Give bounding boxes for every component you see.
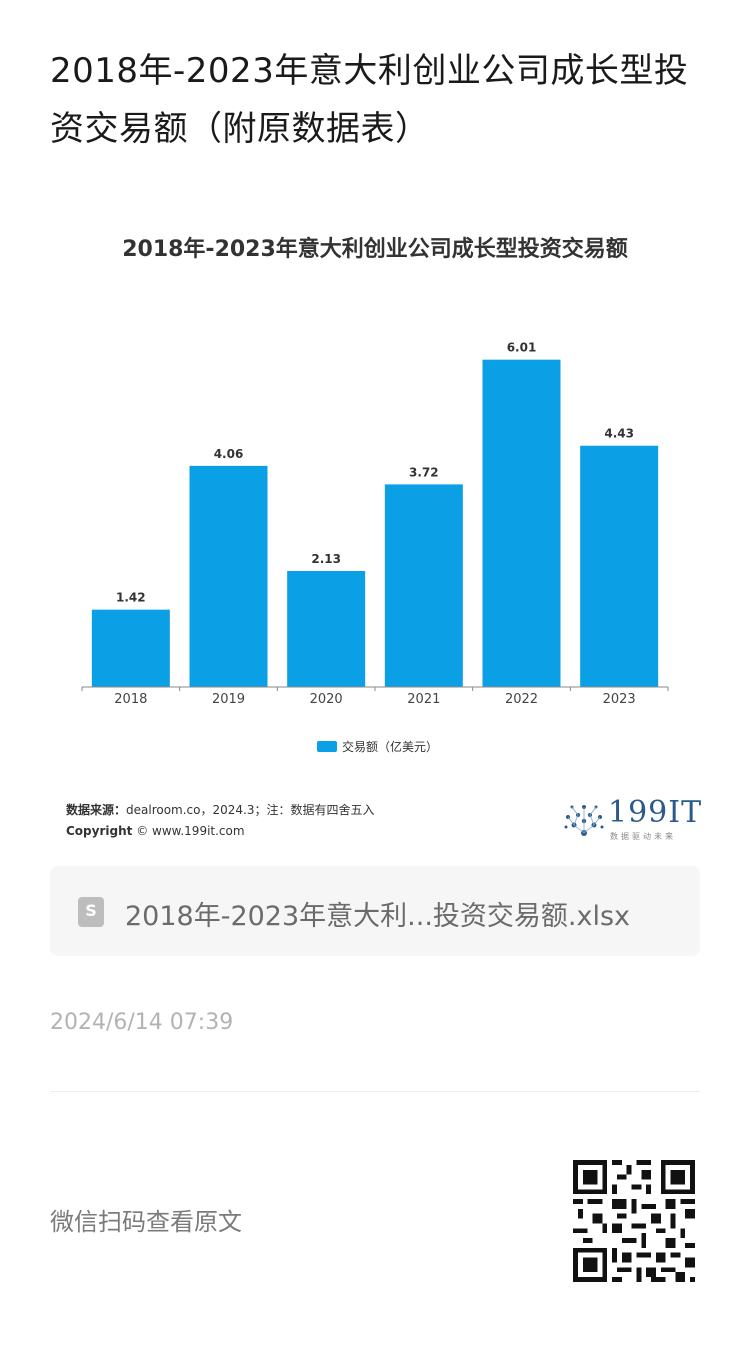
bar-2022 [482,359,561,687]
page-title: 2018年-2023年意大利创业公司成长型投资交易额（附原数据表） [50,51,689,149]
logo-text: 199IT [608,795,703,830]
data-label-2022: 6.01 [507,341,537,355]
source-label: 数据来源： [66,803,127,817]
copyright-label: Copyright [66,824,133,838]
data-label-2018: 1.42 [116,591,146,605]
qr-code-icon[interactable] [573,1160,695,1282]
spreadsheet-file-icon: S [78,897,104,927]
x-tick-label-2022: 2022 [505,692,538,707]
chart-title: 2018年-2023年意大利创业公司成长型投资交易额 [122,237,628,262]
x-tick-label-2021: 2021 [407,692,440,707]
attachment-filename: 2018年-2023年意大利...投资交易额.xlsx [125,901,631,932]
bar-chart: 1.42 2018 4.06 2019 2.13 2020 3.72 2021 6.01 2022… [81,341,669,754]
copyright-text: © www.199it.com [136,824,245,838]
data-label-2020: 2.13 [311,552,341,566]
bar-2019 [189,465,268,687]
source-note: 数据来源：dealroom.co，2024.3；注：数据有四舍五入 Copyri… [66,800,375,842]
x-tick-label-2020: 2020 [310,692,343,707]
bar-2018 [91,609,170,687]
data-label-2019: 4.06 [214,447,244,461]
data-label-2021: 3.72 [409,465,439,479]
legend-swatch [317,741,337,752]
attachment-file[interactable]: S 2018年-2023年意大利...投资交易额.xlsx [50,866,700,956]
logo-mark-icon [564,805,604,836]
bar-2021 [384,484,463,687]
post-timestamp: 2024/6/14 07:39 [50,1010,234,1035]
data-label-2023: 4.43 [604,427,634,441]
bar-2023 [580,445,659,687]
x-tick-label-2019: 2019 [212,692,245,707]
qr-caption: 微信扫码查看原文 [50,1208,242,1236]
chart-image: 1.42 2018 4.06 2019 2.13 2020 3.72 2021 6.01 2022… [50,215,703,850]
199it-logo: 199IT 数据驱动未来 [560,795,703,845]
logo-tagline: 数据驱动未来 [610,832,676,841]
legend-label: 交易额（亿美元） [342,739,438,754]
bar-2020 [287,570,366,687]
divider [50,1091,700,1092]
source-text: dealroom.co，2024.3；注：数据有四舍五入 [126,803,375,817]
x-tick-label-2018: 2018 [114,692,147,707]
x-tick-label-2023: 2023 [603,692,636,707]
